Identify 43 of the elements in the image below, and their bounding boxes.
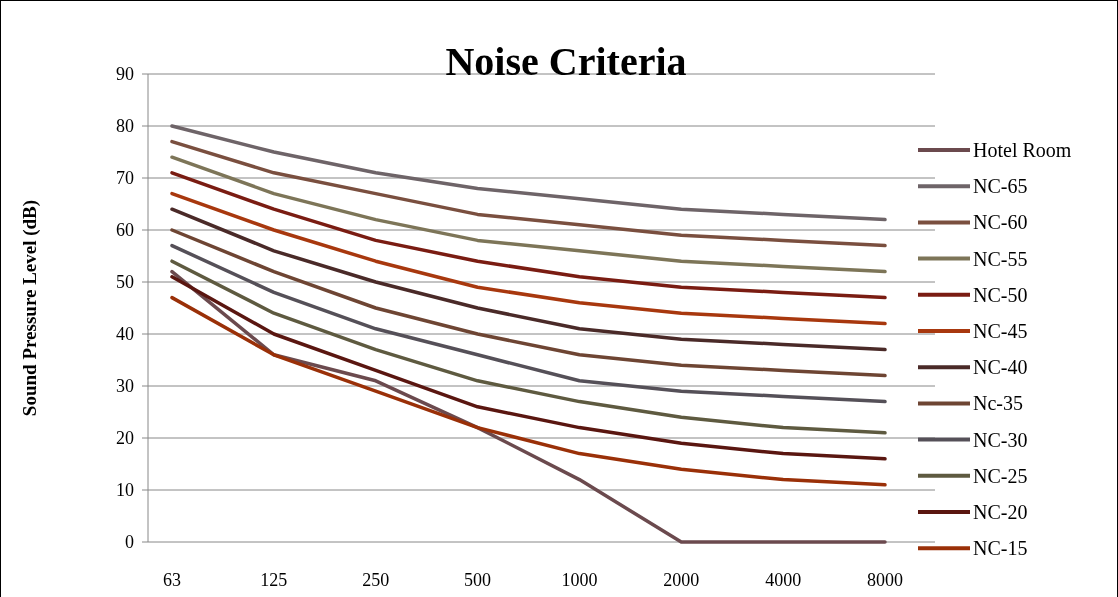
y-tick-label: 20 — [116, 428, 134, 449]
x-tick-label: 8000 — [867, 570, 903, 590]
line-series — [170, 275, 887, 461]
legend-label: NC-45 — [973, 320, 1028, 342]
y-tick-label: 10 — [116, 480, 134, 501]
legend-label: NC-40 — [973, 356, 1028, 379]
y-tick-label: 40 — [116, 324, 134, 345]
line-series — [170, 295, 887, 487]
x-tick-label: 2000 — [663, 570, 700, 590]
legend-label: NC-30 — [973, 428, 1028, 451]
y-tick-label: 60 — [116, 220, 134, 241]
legend-label: NC-25 — [973, 464, 1028, 487]
legend-label: NC-20 — [973, 501, 1028, 523]
line-series — [170, 259, 887, 435]
x-tick-label: 1000 — [561, 570, 598, 590]
y-tick-label: 50 — [116, 272, 134, 293]
legend-label: NC-55 — [973, 247, 1028, 270]
line-series — [170, 139, 887, 248]
legend-label: NC-50 — [973, 283, 1028, 306]
y-tick-label: 90 — [116, 64, 134, 85]
line-series — [170, 228, 887, 378]
y-tick-label: 80 — [116, 116, 134, 137]
line-series — [170, 243, 887, 404]
y-tick-label: 30 — [116, 376, 134, 397]
y-tick-label: 0 — [125, 532, 134, 553]
legend-label: NC-65 — [973, 175, 1028, 198]
x-tick-label: 63 — [163, 570, 181, 590]
legend-label: Hotel Room — [973, 139, 1072, 161]
line-series — [170, 124, 887, 222]
legend-label: NC-15 — [973, 537, 1028, 560]
y-tick-label: 70 — [116, 168, 134, 189]
line-series — [170, 155, 887, 274]
x-tick-label: 250 — [362, 570, 390, 590]
y-axis-title: Sound Pressure Level (dB) — [19, 199, 41, 417]
legend-label: Nc-35 — [973, 392, 1023, 415]
x-tick-label: 500 — [464, 570, 492, 590]
chart-title: Noise Criteria — [445, 39, 687, 84]
line-series — [170, 171, 887, 300]
legend-label: NC-60 — [973, 211, 1028, 234]
x-tick-label: 125 — [260, 570, 288, 590]
line-series — [170, 207, 887, 352]
x-tick-label: 4000 — [765, 570, 802, 590]
line-series — [170, 191, 887, 326]
